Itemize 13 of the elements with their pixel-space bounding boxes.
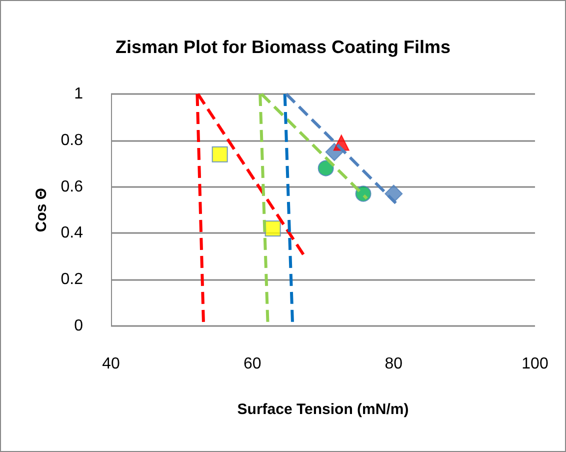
x-tick-label: 60 [243, 356, 262, 372]
y-tick-label: 0 [74, 318, 84, 334]
x-tick-label: 40 [102, 356, 120, 372]
y-tick-label: 0.4 [60, 224, 84, 242]
y-tick-label: 1 [74, 86, 84, 102]
x-tick-label: 80 [384, 356, 403, 372]
y-tick-label: 0.6 [60, 178, 84, 196]
chart-title: Zisman Plot for Biomass Coating Films [115, 37, 451, 57]
x-tick-label: 100 [522, 356, 548, 372]
x-axis-title: Surface Tension (mN/m) [237, 401, 409, 418]
y-tick-label: 0.8 [60, 132, 84, 149]
y-axis-title: Cos Θ [33, 188, 50, 232]
y-tick-label: 0.2 [60, 271, 84, 288]
